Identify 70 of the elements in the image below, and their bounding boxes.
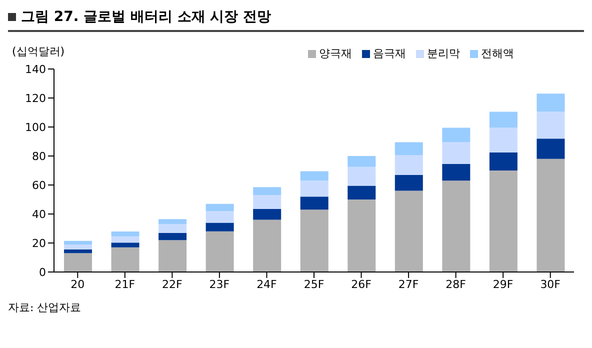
x-tick-label: 25F bbox=[304, 278, 324, 291]
bar bbox=[394, 142, 423, 156]
bar bbox=[300, 180, 328, 197]
bar bbox=[442, 164, 470, 181]
x-tick-label: 24F bbox=[256, 278, 277, 291]
y-tick-label: 120 bbox=[25, 92, 46, 105]
bar bbox=[348, 166, 376, 186]
bar bbox=[158, 224, 187, 233]
y-tick-label: 80 bbox=[32, 150, 46, 163]
bar bbox=[536, 94, 565, 112]
bar bbox=[442, 180, 470, 272]
bar bbox=[253, 187, 282, 196]
bar bbox=[300, 196, 328, 210]
bar bbox=[394, 155, 423, 175]
bar bbox=[206, 204, 234, 212]
bar bbox=[64, 244, 92, 250]
x-tick-label: 30F bbox=[540, 278, 561, 291]
bar bbox=[111, 247, 140, 272]
x-tick-label: 29F bbox=[492, 278, 514, 291]
x-tick-label: 27F bbox=[398, 278, 419, 291]
bar bbox=[64, 250, 92, 254]
bar bbox=[158, 232, 187, 240]
x-tick-label: 21F bbox=[114, 278, 136, 291]
x-tick-label: 28F bbox=[446, 278, 466, 291]
x-tick-label: 26F bbox=[351, 278, 372, 291]
bar bbox=[442, 128, 470, 142]
bar bbox=[489, 170, 518, 272]
bar bbox=[111, 232, 140, 236]
y-tick-label: 40 bbox=[32, 208, 46, 221]
y-tick-label: 20 bbox=[32, 236, 46, 250]
y-axis-title: (십억달러) bbox=[12, 44, 65, 59]
y-tick-label: 0 bbox=[39, 266, 46, 279]
bar bbox=[158, 240, 187, 272]
y-tick-label: 60 bbox=[32, 178, 46, 192]
y-tick-label: 140 bbox=[25, 62, 46, 76]
bar bbox=[348, 156, 376, 167]
bar bbox=[206, 222, 234, 232]
legend-label: 양극재 bbox=[318, 46, 352, 61]
bar bbox=[489, 112, 518, 128]
bar bbox=[206, 231, 234, 272]
bar bbox=[64, 240, 92, 244]
bar bbox=[300, 171, 328, 181]
bar bbox=[348, 200, 376, 272]
bar bbox=[64, 253, 92, 272]
bar bbox=[489, 152, 518, 170]
x-tick-label: 20 bbox=[70, 278, 85, 291]
text: 자료: 산업자료 bbox=[8, 300, 82, 315]
bar bbox=[158, 219, 187, 224]
x-tick-label: 22F bbox=[162, 278, 182, 291]
bar bbox=[253, 195, 282, 209]
bar bbox=[111, 242, 140, 248]
bar bbox=[489, 128, 518, 152]
bar bbox=[536, 158, 565, 272]
bar bbox=[536, 138, 565, 159]
bar bbox=[348, 186, 376, 200]
chart-title: 그림 27. 글로벌 배터리 소재 시장 전망 bbox=[21, 8, 272, 26]
legend-label: 음극재 bbox=[372, 46, 406, 61]
bar bbox=[111, 236, 140, 243]
legend-label: 전해액 bbox=[480, 46, 514, 61]
y-tick-label: 100 bbox=[25, 120, 46, 134]
bar bbox=[253, 220, 282, 272]
bar bbox=[206, 211, 234, 223]
legend-label: 분리막 bbox=[426, 46, 460, 61]
x-tick-label: 23F bbox=[209, 278, 230, 291]
bar bbox=[536, 112, 565, 139]
bar bbox=[253, 208, 282, 220]
bar bbox=[394, 174, 423, 191]
bar bbox=[300, 210, 328, 272]
bar bbox=[442, 142, 470, 164]
bar bbox=[394, 190, 423, 272]
